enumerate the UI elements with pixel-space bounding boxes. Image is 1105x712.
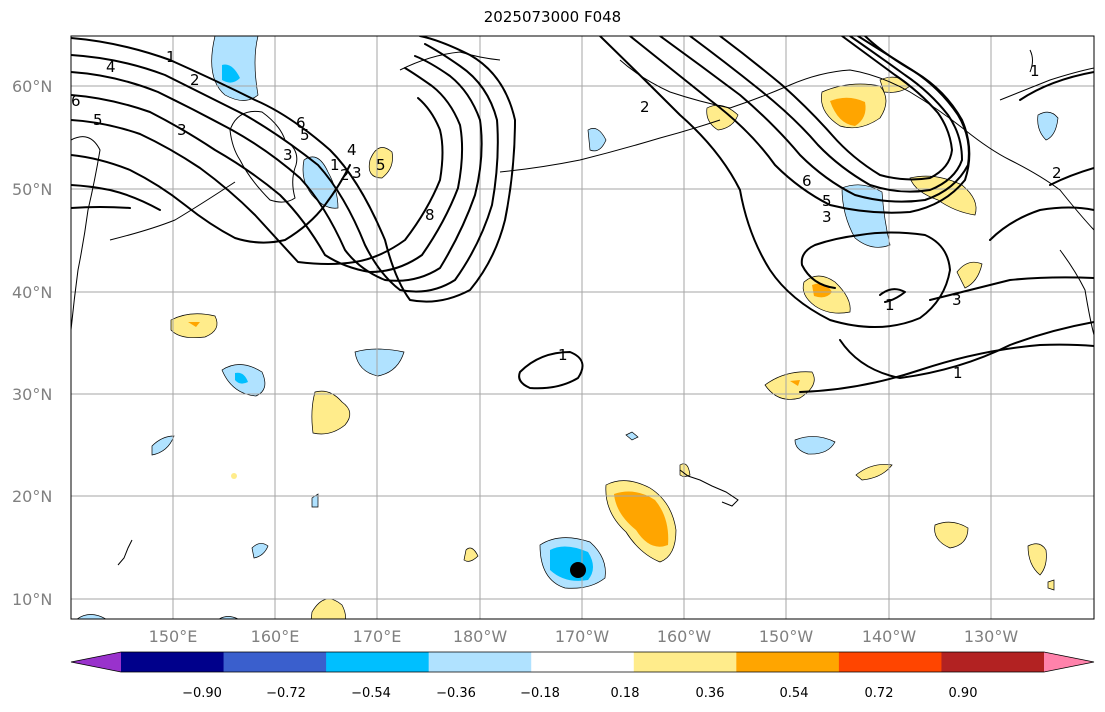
lon-label: 170°W <box>555 627 610 646</box>
contour-label: 3 <box>952 291 962 309</box>
contour-label: 2 <box>1052 164 1062 182</box>
contour-label: 3 <box>352 164 362 182</box>
contour-label: 1 <box>885 296 895 314</box>
map-title: 2025073000 F048 <box>483 8 622 26</box>
contour-label: 3 <box>822 208 832 226</box>
lon-label: 140°W <box>862 627 917 646</box>
lon-label: 170°E <box>353 627 402 646</box>
colorbar-segment <box>736 652 840 672</box>
colorbar-labels: −0.90 −0.72 −0.54 −0.36 −0.18 0.18 0.36 … <box>182 686 977 701</box>
lat-label: 20°N <box>12 487 52 506</box>
colorbar-label: 0.72 <box>865 686 894 701</box>
colorbar-label: 0.18 <box>611 686 640 701</box>
colorbar-segment <box>428 652 532 672</box>
colorbar-label: −0.90 <box>182 686 222 701</box>
lon-label: 180°W <box>453 627 508 646</box>
latitude-labels: 60°N 50°N 40°N 30°N 20°N 10°N <box>12 77 52 609</box>
contour-label: 5 <box>376 156 386 174</box>
colorbar-segment <box>633 652 737 672</box>
colorbar-segment <box>326 652 430 672</box>
colorbar-outline <box>70 651 1095 673</box>
colorbar-label: 0.36 <box>696 686 725 701</box>
colorbar-segment <box>531 652 635 672</box>
contour-label: 3 <box>283 146 293 164</box>
lat-label: 40°N <box>12 283 52 302</box>
contour-label: 6 <box>71 92 81 110</box>
contour-label: 1 <box>166 48 176 66</box>
contour-label: 2 <box>190 71 200 89</box>
colorbar-extend-low <box>71 652 121 672</box>
lat-label: 50°N <box>12 180 52 199</box>
lon-label: 130°W <box>964 627 1019 646</box>
longitude-labels: 150°E 160°E 170°E 180°W 170°W 160°W 150°… <box>149 627 1019 646</box>
contour-label: 5 <box>822 192 832 210</box>
graticule <box>71 36 1094 619</box>
contour-label: 6 <box>802 172 812 190</box>
colorbar-label: −0.54 <box>351 686 391 701</box>
contour-label: 2 <box>640 98 650 116</box>
contour-label: 1 <box>1030 62 1040 80</box>
contour-label: 5 <box>93 111 103 129</box>
contour-label: 5 <box>300 126 310 144</box>
contour-lines <box>71 36 1094 393</box>
colorbar-segment <box>121 652 225 672</box>
lon-label: 150°W <box>759 627 814 646</box>
colorbar-label: −0.36 <box>436 686 476 701</box>
plot-frame <box>70 35 1095 620</box>
storm-center-marker <box>570 562 586 578</box>
contour-label: 8 <box>425 206 435 224</box>
colorbar <box>70 651 1095 673</box>
lon-label: 160°W <box>657 627 712 646</box>
contour-label: 4 <box>106 58 116 76</box>
colorbar-label: 0.54 <box>780 686 809 701</box>
contour-label-group: 1 2 3 4 5 6 8 1 2 3 4 5 6 1 2 3 1 1 3 5 … <box>71 48 1062 382</box>
lat-label: 30°N <box>12 385 52 404</box>
contour-label: 1 <box>953 364 963 382</box>
lon-label: 160°E <box>251 627 300 646</box>
contour-label: 3 <box>177 121 187 139</box>
lat-label: 10°N <box>12 590 52 609</box>
contour-label: 1 <box>330 156 340 174</box>
colorbar-extend-high <box>1044 652 1094 672</box>
colorbar-label: −0.18 <box>520 686 560 701</box>
colorbar-segment <box>941 652 1045 672</box>
positive-anomaly-shading <box>170 76 1055 619</box>
coastlines <box>71 49 1094 566</box>
colorbar-segment <box>838 652 942 672</box>
lon-label: 150°E <box>149 627 198 646</box>
lat-label: 60°N <box>12 77 52 96</box>
colorbar-segment <box>223 652 327 672</box>
colorbar-label: 0.90 <box>949 686 978 701</box>
contour-label: 6 <box>296 114 306 132</box>
contour-label: 1 <box>558 346 568 364</box>
contour-label: 4 <box>347 141 357 159</box>
colorbar-label: −0.72 <box>266 686 306 701</box>
contour-label: 2 <box>340 166 350 184</box>
